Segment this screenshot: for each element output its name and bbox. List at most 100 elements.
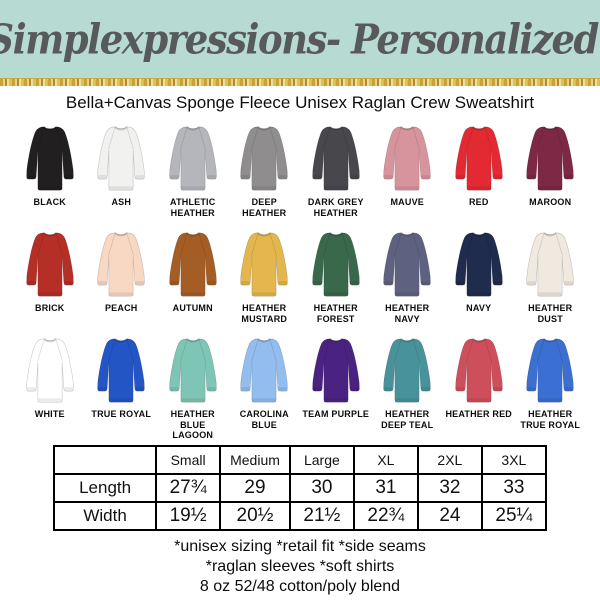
color-name-label: HEATHER TRUE ROYAL [520, 409, 581, 430]
sweatshirt-image [169, 232, 217, 297]
color-swatch-navy: NAVY [443, 223, 515, 329]
measurement-value: 20½ [219, 501, 291, 531]
color-swatch-athletic-heather: ATHLETIC HEATHER [157, 117, 229, 223]
size-column-header: XL [352, 445, 419, 475]
color-swatch-grid: BLACK ASH ATHLETIC HEATHER DEEP HEATHER … [0, 117, 600, 440]
color-name-label: HEATHER RED [445, 409, 513, 419]
color-name-label: TEAM PURPLE [302, 409, 370, 419]
size-column-header: 3XL [480, 445, 547, 475]
color-name-label: HEATHER FOREST [313, 303, 358, 324]
color-name-label: CAROLINA BLUE [239, 409, 289, 430]
measurement-value: 29 [219, 473, 291, 503]
color-swatch-heather-true-royal: HEATHER TRUE ROYAL [515, 329, 587, 435]
glitter-divider [0, 78, 600, 86]
measurement-value: 21½ [288, 501, 355, 531]
color-swatch-heather-forest: HEATHER FOREST [300, 223, 372, 329]
color-swatch-heather-deep-teal: HEATHER DEEP TEAL [372, 329, 444, 435]
color-swatch-peach: PEACH [86, 223, 158, 329]
measurement-value: 22¾ [352, 501, 419, 531]
product-title: Bella+Canvas Sponge Fleece Unisex Raglan… [65, 93, 535, 112]
color-swatch-mauve: MAUVE [372, 117, 444, 223]
color-name-label: NAVY [466, 303, 492, 313]
color-name-label: HEATHER BLUE LAGOON [170, 409, 215, 440]
color-swatch-heather-blue-lagoon: HEATHER BLUE LAGOON [157, 329, 229, 440]
color-name-label: MAROON [529, 197, 572, 207]
size-column-header: Small [155, 445, 222, 475]
size-column-header: Large [288, 445, 355, 475]
color-swatch-white: WHITE [14, 329, 86, 435]
color-name-label: MAUVE [390, 197, 424, 207]
brand-title: Simplexpressions- Personalized! [0, 14, 600, 64]
measurement-value: 33 [480, 473, 547, 503]
color-swatch-heather-mustard: HEATHER MUSTARD [229, 223, 301, 329]
sweatshirt-image [383, 126, 431, 191]
sweatshirt-image [97, 338, 145, 403]
sweatshirt-image [383, 232, 431, 297]
color-swatch-dark-grey-heather: DARK GREY HEATHER [300, 117, 372, 223]
sweatshirt-image [97, 126, 145, 191]
color-name-label: ASH [111, 197, 132, 207]
color-swatch-autumn: AUTUMN [157, 223, 229, 329]
color-name-label: RED [468, 197, 489, 207]
color-name-label: HEATHER DUST [528, 303, 573, 324]
color-swatch-carolina-blue: CAROLINA BLUE [229, 329, 301, 435]
color-name-label: WHITE [34, 409, 65, 419]
note-line: *raglan sleeves *soft shirts [205, 558, 395, 575]
measurement-value: 25¼ [480, 501, 547, 531]
color-swatch-ash: ASH [86, 117, 158, 223]
measurement-value: 32 [416, 473, 483, 503]
sweatshirt-image [97, 232, 145, 297]
color-swatch-heather-red: HEATHER RED [443, 329, 515, 435]
sweatshirt-image [526, 232, 574, 297]
sweatshirt-image [240, 126, 288, 191]
color-swatch-team-purple: TEAM PURPLE [300, 329, 372, 435]
color-swatch-brick: BRICK [14, 223, 86, 329]
measurement-value: 24 [416, 501, 483, 531]
color-swatch-deep-heather: DEEP HEATHER [229, 117, 301, 223]
color-swatch-heather-dust: HEATHER DUST [515, 223, 587, 329]
sweatshirt-image [526, 338, 574, 403]
color-name-label: HEATHER NAVY [385, 303, 430, 324]
color-name-label: AUTUMN [172, 303, 213, 313]
sweatshirt-image [312, 232, 360, 297]
color-swatch-maroon: MAROON [515, 117, 587, 223]
color-name-label: HEATHER MUSTARD [241, 303, 288, 324]
color-name-label: PEACH [104, 303, 138, 313]
sweatshirt-image [26, 232, 74, 297]
sweatshirt-image [455, 126, 503, 191]
measurement-value: 19½ [155, 501, 222, 531]
color-name-label: DARK GREY HEATHER [307, 197, 364, 218]
sweatshirt-image [169, 338, 217, 403]
color-name-label: HEATHER DEEP TEAL [381, 409, 434, 430]
note-line: *unisex sizing *retail fit *side seams [174, 538, 426, 555]
sweatshirt-image [26, 338, 74, 403]
measurement-label: Width [53, 501, 158, 531]
sweatshirt-image [455, 338, 503, 403]
sweatshirt-image [169, 126, 217, 191]
color-swatch-true-royal: TRUE ROYAL [86, 329, 158, 435]
sweatshirt-image [240, 338, 288, 403]
brand-banner: Simplexpressions- Personalized! [0, 0, 600, 78]
color-name-label: DEEP HEATHER [242, 197, 287, 218]
sweatshirt-image [383, 338, 431, 403]
sweatshirt-image [455, 232, 503, 297]
size-chart-corner-cell [53, 445, 158, 475]
color-name-label: ATHLETIC HEATHER [170, 197, 216, 218]
sweatshirt-image [312, 126, 360, 191]
sweatshirt-image [26, 126, 74, 191]
note-line: 8 oz 52/48 cotton/poly blend [199, 578, 401, 595]
size-chart-row: Length 27¾ 29 30 31 32 33 [53, 473, 547, 503]
measurement-value: 27¾ [155, 473, 222, 503]
size-column-header: Medium [219, 445, 291, 475]
color-name-label: TRUE ROYAL [91, 409, 152, 419]
measurement-value: 31 [352, 473, 419, 503]
measurement-label: Length [53, 473, 158, 503]
sweatshirt-image [312, 338, 360, 403]
size-chart-row: Width 19½ 20½ 21½ 22¾ 24 25¼ [53, 501, 547, 531]
color-name-label: BLACK [33, 197, 66, 207]
measurement-value: 30 [288, 473, 355, 503]
color-swatch-heather-navy: HEATHER NAVY [372, 223, 444, 329]
sweatshirt-image [526, 126, 574, 191]
size-chart-table: Small Medium Large XL 2XL 3XL Length 27¾ 29 30 31… [53, 445, 547, 531]
